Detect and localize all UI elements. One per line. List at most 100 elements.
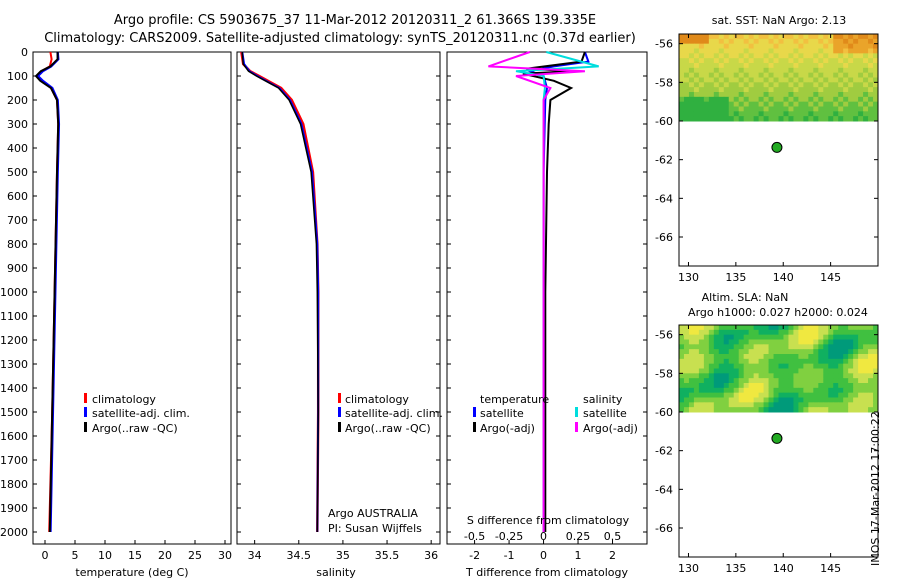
heat-cell [873, 373, 879, 379]
heat-cell [873, 38, 879, 45]
heat-cell [768, 378, 775, 384]
heat-cell [823, 106, 829, 112]
heat-cell [758, 67, 765, 74]
heat-cell [708, 82, 715, 88]
heat-cell [873, 53, 879, 59]
heat-cell [813, 407, 819, 413]
heat-cell [778, 344, 784, 350]
heat-cell [688, 92, 695, 98]
heat-cell [848, 101, 854, 107]
heat-cell [763, 383, 770, 389]
heat-cell [723, 397, 730, 403]
heat-cell [798, 339, 804, 345]
heat-cell [848, 96, 854, 103]
heat-cell [733, 383, 740, 389]
heat-cell [793, 58, 799, 64]
heat-cell [773, 43, 779, 49]
heat-cell [688, 392, 695, 398]
heat-cell [758, 38, 765, 45]
heat-cell [788, 58, 794, 64]
heat-cell [733, 344, 740, 350]
heat-cell [748, 349, 755, 355]
heat-cell [778, 334, 784, 340]
heat-cell [768, 82, 775, 88]
heat-cell [838, 354, 844, 360]
heat-cell [748, 48, 755, 54]
series-line-salinity-satellite [515, 51, 599, 532]
heat-cell [838, 116, 844, 122]
heat-cell [698, 67, 705, 74]
heat-cell [698, 349, 705, 355]
heat-cell [703, 101, 710, 107]
heat-cell [873, 325, 879, 331]
heat-cell [758, 53, 765, 59]
heat-cell [758, 339, 765, 345]
heat-cell [703, 58, 710, 64]
heat-cell [868, 349, 874, 355]
heat-cell [858, 373, 864, 379]
heat-cell [803, 58, 809, 64]
heat-cell [873, 43, 879, 49]
heat-cell [728, 96, 735, 103]
heat-cell [863, 383, 869, 389]
heat-cell [688, 334, 695, 340]
heat-cell [688, 63, 695, 69]
heat-cell [838, 407, 844, 413]
heat-cell [723, 387, 730, 394]
heat-cell [768, 116, 775, 122]
heat-cell [818, 116, 824, 122]
heat-cell [818, 82, 824, 88]
heat-cell [753, 96, 760, 103]
heat-cell [713, 77, 720, 83]
legend-label-argo: Argo(..raw -QC) [92, 422, 178, 435]
heat-cell [868, 339, 874, 345]
heat-cell [693, 334, 700, 340]
heat-cell [793, 43, 799, 49]
heat-cell [748, 38, 755, 45]
heat-cell [738, 53, 745, 59]
heat-cell [773, 48, 779, 54]
heat-cell [873, 87, 879, 93]
depth-tick-label: 1900 [0, 502, 28, 515]
heat-cell [833, 329, 839, 336]
heat-cell [858, 82, 864, 88]
lat-tick-label: -64 [655, 192, 673, 205]
heat-cell [838, 387, 844, 394]
depth-tick-label: 100 [7, 70, 28, 83]
heat-cell [743, 48, 750, 54]
heat-cell [788, 92, 794, 98]
heat-cell [778, 43, 784, 49]
heat-cell [768, 383, 775, 389]
heat-cell [718, 82, 725, 88]
heat-cell [688, 344, 695, 350]
heat-cell [703, 407, 710, 413]
heat-cell [828, 407, 834, 413]
heat-cell [853, 325, 859, 331]
heat-cell [728, 373, 735, 379]
heat-cell [728, 407, 735, 413]
sla-map-title2: Argo h1000: 0.027 h2000: 0.024 [688, 306, 868, 319]
heat-cell [858, 38, 864, 45]
heat-cell [733, 407, 740, 413]
heat-cell [858, 67, 864, 74]
heat-cell [768, 407, 775, 413]
heat-cell [733, 67, 740, 74]
heat-cell [748, 58, 755, 64]
heat-cell [868, 363, 874, 369]
s-tick-label: -0.25 [495, 530, 523, 543]
heat-cell [813, 354, 819, 360]
x-tick-label: 30 [218, 549, 232, 562]
heat-cell [848, 339, 854, 345]
heat-cell [798, 111, 804, 117]
heat-cell [798, 344, 804, 350]
heat-cell [818, 48, 824, 54]
heat-cell [873, 383, 879, 389]
heat-cell [873, 407, 879, 413]
heat-cell [723, 363, 730, 369]
heat-cell [748, 82, 755, 88]
depth-tick-label: 1400 [0, 382, 28, 395]
heat-cell [843, 43, 849, 49]
heat-cell [848, 344, 854, 350]
heat-cell [773, 334, 779, 340]
heat-cell [763, 72, 770, 78]
